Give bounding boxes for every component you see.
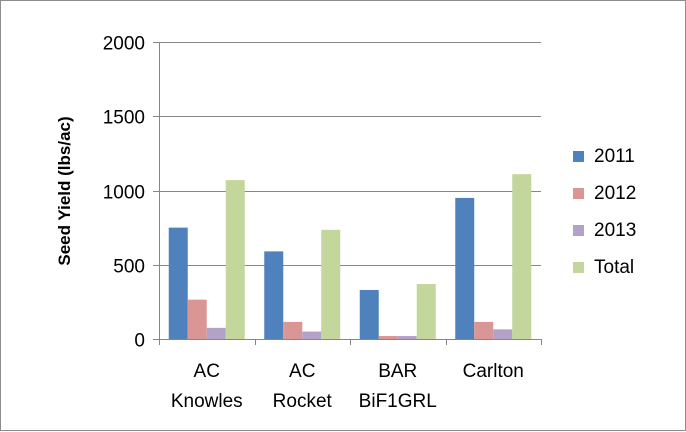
bar-2011-1 [264, 251, 284, 339]
y-tick-label: 500 [113, 257, 145, 278]
x-category-label: AC [289, 361, 315, 382]
x-category-label: BAR [378, 361, 417, 382]
legend-swatch-2012 [573, 188, 584, 199]
y-tick-label: 1500 [103, 108, 145, 129]
bar-2011-3 [455, 197, 475, 339]
legend-label-2013: 2013 [594, 220, 636, 241]
bar-2013-1 [302, 331, 322, 339]
bar-total-1 [321, 229, 341, 339]
bar-2012-2 [378, 336, 398, 339]
legend: 2011 2012 2013 Total [573, 146, 636, 278]
bar-total-0 [225, 180, 245, 339]
x-category-label: Knowles [171, 391, 243, 412]
bar-2012-1 [283, 321, 303, 339]
legend-swatch-2011 [573, 151, 584, 162]
y-tick-label: 2000 [103, 34, 145, 55]
x-category-label: AC [194, 361, 220, 382]
bar-2013-0 [206, 327, 226, 339]
bar-total-3 [512, 174, 532, 339]
gridlines [159, 42, 541, 266]
bar-2013-3 [493, 329, 513, 339]
y-axis-title: Seed Yield (lbs/ac) [55, 116, 74, 265]
y-tick-labels: 0 500 1000 1500 2000 [103, 34, 145, 352]
bar-2011-2 [359, 289, 379, 339]
x-category-label: BiF1GRL [359, 391, 437, 412]
legend-swatch-total [573, 262, 584, 273]
x-category-labels: AC Knowles AC Rocket BAR BiF1GRL Carlton [171, 361, 524, 412]
bars [168, 174, 532, 339]
axes [153, 42, 542, 345]
bar-2013-2 [397, 336, 417, 339]
bar-2012-3 [474, 321, 494, 339]
x-category-label: Rocket [273, 391, 333, 412]
legend-label-2012: 2012 [594, 183, 636, 204]
legend-label-total: Total [594, 257, 634, 278]
legend-label-2011: 2011 [594, 146, 635, 167]
legend-swatch-2013 [573, 225, 584, 236]
bar-2011-0 [168, 227, 188, 339]
bar-total-2 [416, 284, 436, 339]
x-category-label: Carlton [463, 361, 524, 382]
bar-2012-0 [187, 299, 207, 339]
y-tick-label: 0 [134, 331, 145, 352]
y-tick-label: 1000 [103, 183, 145, 204]
